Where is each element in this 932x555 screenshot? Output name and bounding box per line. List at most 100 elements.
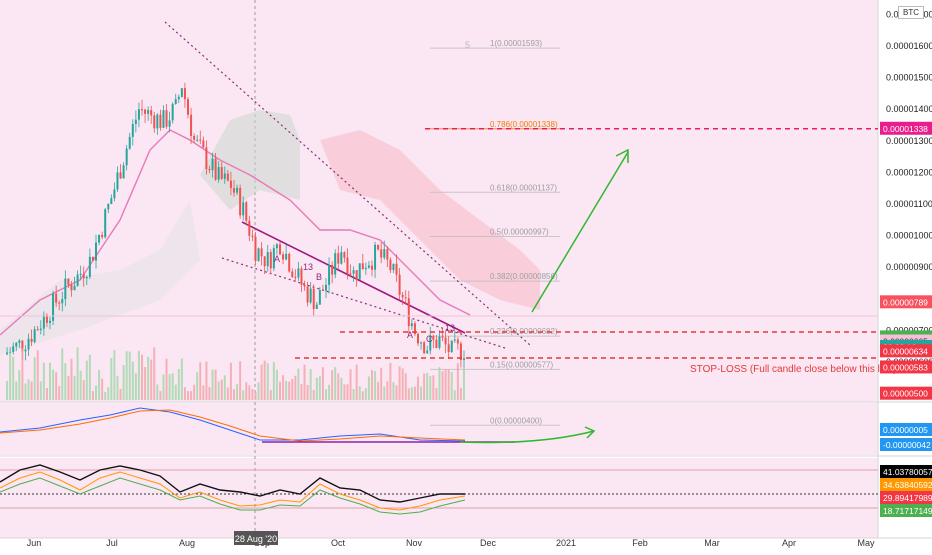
wave-annotation: B <box>316 272 322 282</box>
volume-bar <box>205 361 208 400</box>
price-tag-label: 0.00000634 <box>883 346 928 356</box>
volume-bar <box>180 358 183 400</box>
candle-body <box>15 342 18 347</box>
candle-body <box>272 248 275 269</box>
x-tick-label: Dec <box>480 538 497 548</box>
candle-body <box>9 351 12 353</box>
volume-bar <box>257 382 260 400</box>
volume-bar <box>367 376 370 400</box>
y-tick-label: 0.00001100 <box>886 199 932 209</box>
candle-body <box>358 263 361 280</box>
volume-bar <box>217 381 220 400</box>
volume-bar <box>159 391 162 400</box>
price-tag <box>880 423 932 436</box>
volume-bar <box>407 388 410 400</box>
volume-bar <box>248 385 251 400</box>
candle-body <box>211 158 214 171</box>
symbol-badge[interactable]: BTC <box>898 6 924 19</box>
x-tick-label: Feb <box>632 538 648 548</box>
volume-bar <box>211 369 214 400</box>
volume-bar <box>321 367 324 400</box>
candle-body <box>386 249 389 260</box>
volume-bar <box>361 391 364 400</box>
wave-annotation: A <box>274 254 280 264</box>
candle-body <box>389 259 392 271</box>
candle-body <box>312 288 315 309</box>
volume-bar <box>9 352 12 400</box>
volume-bar <box>21 348 24 400</box>
volume-bar <box>346 384 349 400</box>
symbol-badge-label: BTC <box>903 8 919 17</box>
volume-bar <box>285 380 288 400</box>
candle-body <box>24 349 27 352</box>
crosshair-date-badge <box>234 531 278 545</box>
volume-bar <box>239 361 242 400</box>
volume-bar <box>174 384 177 400</box>
projection-arrow <box>531 151 629 313</box>
candle-body <box>70 284 73 291</box>
volume-bar <box>49 362 51 400</box>
volume-bar <box>110 357 113 400</box>
stoch-d-line <box>0 477 466 515</box>
volume-bar <box>374 371 377 400</box>
volume-bar <box>134 373 137 400</box>
candle-body <box>223 173 226 179</box>
volume-bar <box>242 390 245 400</box>
candle-body <box>364 267 367 270</box>
candle-body <box>42 315 45 329</box>
candle-body <box>334 253 337 275</box>
volume-bar <box>24 383 27 400</box>
volume-bar <box>352 389 355 400</box>
volume-bar <box>371 370 373 400</box>
candle-body <box>248 220 251 236</box>
candle-body <box>134 119 137 125</box>
candle-body <box>12 346 15 352</box>
candle-body <box>282 254 285 260</box>
price-tag-label: 0.00000500 <box>883 389 928 399</box>
volume-bar <box>245 382 248 400</box>
volume-bar <box>325 389 327 400</box>
volume-bar <box>294 375 297 400</box>
candle-body <box>208 168 211 171</box>
volume-bar <box>162 374 165 400</box>
candle-body <box>285 253 288 260</box>
volume-bar <box>165 358 168 400</box>
ichimoku-cloud-green <box>200 110 300 210</box>
candle-body <box>303 284 306 287</box>
wave-annotation: 13 <box>303 262 313 272</box>
volume-bar <box>236 384 239 400</box>
stop-loss-label: STOP-LOSS (Full candle close below this … <box>690 364 897 375</box>
volume-bar <box>233 389 235 400</box>
volume-bar <box>337 373 340 400</box>
volume-bar <box>85 360 88 400</box>
candle-body <box>459 343 462 360</box>
candle-body <box>318 289 321 305</box>
candle-body <box>193 135 196 140</box>
price-tag <box>880 504 932 517</box>
candle-body <box>236 187 239 193</box>
volume-bar <box>27 379 30 400</box>
price-tag <box>880 465 932 478</box>
volume-bar <box>266 363 269 400</box>
volume-bar <box>128 351 131 400</box>
candle-body <box>450 340 453 353</box>
candle-body <box>352 270 355 274</box>
candle-body <box>98 234 101 243</box>
candle-body <box>361 263 364 270</box>
volume-bar <box>98 370 101 400</box>
volume-bar <box>202 385 205 400</box>
price-tag-label: 34.63840592 <box>883 480 932 490</box>
candle-body <box>229 180 232 189</box>
candle-body <box>377 244 380 250</box>
candle-body <box>52 293 55 321</box>
volume-bar <box>119 388 122 400</box>
volume-bar <box>389 362 392 400</box>
candle-body <box>463 358 465 360</box>
candle-body <box>101 234 104 238</box>
volume-bar <box>447 369 450 400</box>
candle-body <box>423 342 426 354</box>
macd-arrow <box>459 430 595 444</box>
candle-body <box>233 188 235 193</box>
